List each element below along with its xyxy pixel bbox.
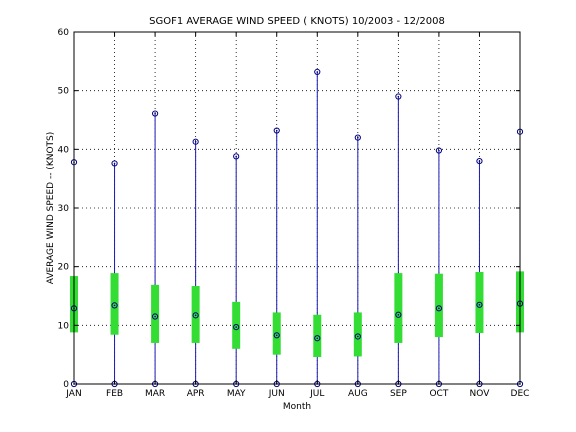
iqr-box-apr [191, 286, 200, 343]
x-tick-label: APR [187, 389, 205, 399]
iqr-box-may [232, 301, 241, 349]
x-tick-label: OCT [429, 389, 448, 399]
median-marker-may [233, 323, 240, 331]
max-marker-dot-mar [154, 112, 156, 115]
max-marker-dot-sep [397, 95, 400, 98]
x-tick-label: JUN [268, 389, 285, 399]
max-marker-jun [273, 127, 280, 134]
max-marker-nov [476, 157, 483, 165]
x-tick-label: MAR [145, 389, 165, 399]
max-marker-dot-nov [478, 160, 481, 162]
max-marker-feb [111, 160, 118, 167]
max-marker-oct [435, 147, 443, 154]
median-marker-jul [314, 335, 321, 342]
chart-title: SGOF1 AVERAGE WIND SPEED ( KNOTS) 10/200… [149, 16, 445, 27]
y-tick-label: 0 [63, 380, 69, 390]
median-marker-dot-feb [113, 304, 116, 307]
max-marker-dot-oct [438, 149, 440, 152]
iqr-box-jun [272, 312, 281, 355]
max-marker-dot-jul [316, 71, 319, 73]
median-marker-dot-mar [154, 315, 156, 318]
y-tick-label: 50 [58, 87, 70, 97]
iqr-box-aug [353, 312, 362, 357]
median-marker-sep [395, 311, 402, 318]
max-marker-mar [151, 110, 159, 117]
x-tick-label: NOV [470, 389, 491, 399]
median-marker-dot-apr [194, 314, 197, 317]
max-marker-dot-aug [357, 136, 359, 139]
x-tick-label: JUL [309, 389, 324, 399]
y-axis-ticks: 0 10 20 30 40 50 60 [58, 28, 520, 390]
max-marker-jul [314, 68, 321, 75]
median-marker-oct [435, 305, 443, 312]
x-tick-label: AUG [348, 389, 368, 399]
max-marker-may [233, 153, 240, 160]
median-marker-jun [273, 332, 280, 339]
max-marker-sep [395, 93, 402, 100]
median-marker-dot-may [235, 326, 237, 328]
median-marker-feb [111, 302, 118, 309]
y-tick-label: 40 [58, 145, 70, 155]
median-marker-aug [354, 333, 361, 340]
max-marker-dot-feb [113, 162, 116, 165]
y-tick-label: 20 [58, 263, 70, 273]
max-marker-dot-apr [194, 140, 197, 143]
y-tick-label: 30 [58, 204, 70, 214]
x-tick-label: JAN [65, 389, 81, 399]
y-axis-label: AVERAGE WIND SPEED -- (KNOTS) [46, 132, 56, 285]
y-tick-label: 60 [58, 28, 70, 38]
median-marker-dot-aug [357, 335, 359, 338]
median-marker-dot-nov [478, 304, 481, 306]
x-axis-label: Month [283, 402, 311, 412]
median-marker-dot-oct [438, 307, 440, 310]
median-marker-dot-jul [316, 337, 319, 340]
max-marker-aug [354, 134, 361, 141]
x-tick-label: MAY [227, 389, 246, 399]
x-tick-label: SEP [390, 389, 407, 399]
x-tick-label: DEC [511, 389, 530, 399]
iqr-box-feb [110, 273, 119, 335]
x-axis-ticks: JAN FEB MAR APR MAY JUN JUL AUG SEP OCT NOV DEC [65, 32, 529, 399]
median-marker-dot-sep [397, 313, 400, 316]
median-marker-dot-jun [275, 334, 278, 337]
median-marker-mar [151, 313, 159, 320]
x-tick-label: FEB [106, 389, 123, 399]
y-tick-label: 10 [58, 321, 70, 331]
iqr-box-sep [394, 273, 403, 343]
max-marker-dot-may [235, 155, 237, 158]
median-marker-nov [476, 301, 483, 308]
max-marker-dot-jun [275, 129, 278, 132]
median-marker-apr [192, 312, 199, 319]
plot-area [74, 32, 520, 384]
max-marker-apr [192, 138, 199, 145]
